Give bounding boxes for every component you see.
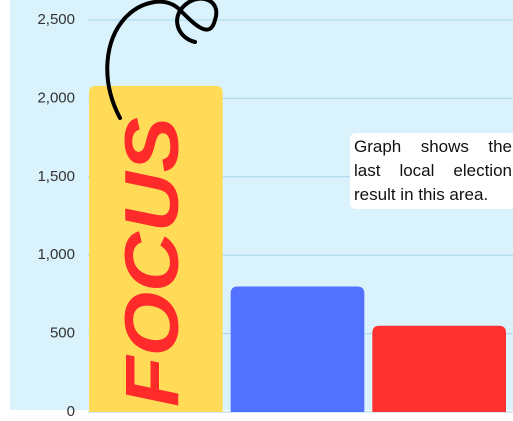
y-tick-label: 500 xyxy=(50,325,75,342)
y-tick-label: 1,500 xyxy=(37,168,75,185)
chart: 0 500 1,000 1,500 2,000 2,500 FOCUS xyxy=(0,0,513,421)
y-tick-label: 2,000 xyxy=(37,89,75,106)
annotation-box: Graph shows the last local election resu… xyxy=(350,133,513,209)
focus-label: FOCUS xyxy=(110,117,195,407)
page: 0 500 1,000 1,500 2,000 2,500 FOCUS Graph show… xyxy=(0,0,513,421)
bar xyxy=(372,326,506,412)
y-tick-label: 1,000 xyxy=(37,246,75,263)
bar xyxy=(231,287,365,412)
y-tick-label: 0 xyxy=(67,403,75,420)
y-tick-label: 2,500 xyxy=(37,11,75,28)
